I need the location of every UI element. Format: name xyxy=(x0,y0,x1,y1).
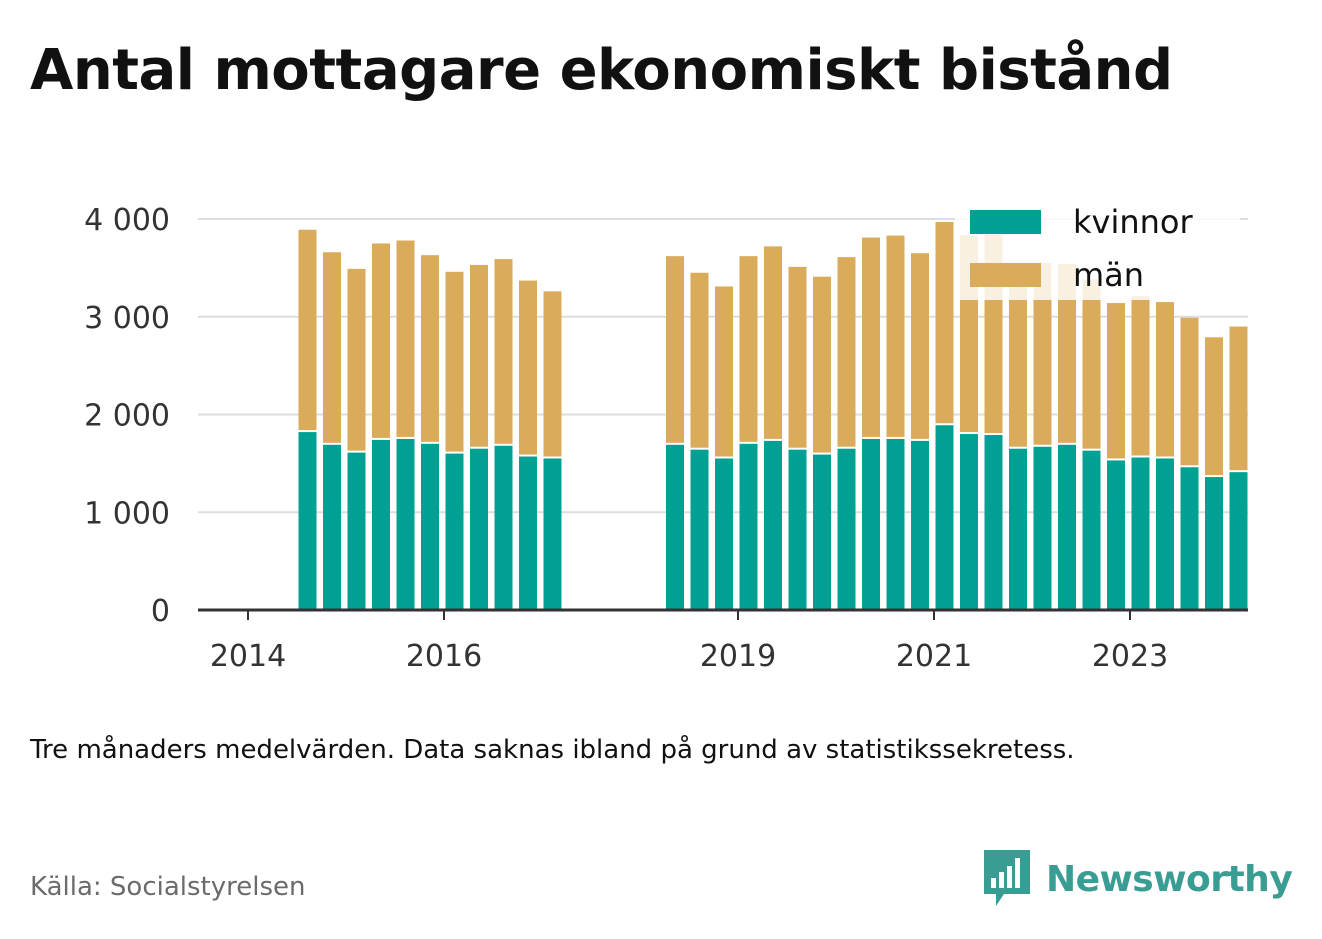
bar-kvinnor xyxy=(421,443,439,610)
bar-kvinnor xyxy=(1033,446,1052,610)
bar-man xyxy=(323,252,341,443)
bar-man xyxy=(788,266,807,448)
bar-man xyxy=(813,276,831,453)
chart-title: Antal mottagare ekonomiskt bistånd xyxy=(30,38,1173,103)
legend-swatch xyxy=(970,210,1041,234)
bar-man xyxy=(911,253,929,439)
bar-man xyxy=(1107,303,1125,459)
bar-man xyxy=(470,264,488,447)
bar-man xyxy=(543,291,562,457)
brand-name: Newsworthy xyxy=(1046,858,1293,900)
bar-man xyxy=(715,286,733,457)
bar-man xyxy=(1033,262,1052,445)
bar-kvinnor xyxy=(298,432,317,610)
bar-kvinnor xyxy=(739,443,758,610)
newsworthy-logo: Newsworthy xyxy=(982,848,1293,910)
y-tick-label: 1 000 xyxy=(84,496,170,531)
bar-kvinnor xyxy=(837,448,856,610)
bar-man xyxy=(298,229,317,431)
bar-kvinnor xyxy=(543,458,562,610)
bar-kvinnor xyxy=(1229,472,1248,610)
bar-kvinnor xyxy=(347,452,366,610)
x-axis-ticks: 2014 2016 2019 2021 2023 xyxy=(210,610,1168,674)
bar-kvinnor xyxy=(935,425,954,610)
chart-note: Tre månaders medelvärden. Data saknas ib… xyxy=(30,735,1075,765)
x-tick-label: 2021 xyxy=(896,639,972,674)
bar-man xyxy=(886,235,905,437)
bar-man xyxy=(1205,337,1223,476)
bar-kvinnor xyxy=(494,445,513,610)
y-axis-ticks: 0 1 000 2 000 3 000 4 000 xyxy=(84,203,170,629)
legend: kvinnor män xyxy=(955,195,1240,300)
y-tick-label: 0 xyxy=(151,594,170,629)
y-tick-label: 4 000 xyxy=(84,203,170,238)
bar-kvinnor xyxy=(1156,458,1174,610)
bar-kvinnor xyxy=(715,458,733,610)
bar-man xyxy=(666,256,684,443)
bar-man xyxy=(837,257,856,447)
bar-kvinnor xyxy=(862,438,880,610)
bar-man xyxy=(1229,326,1248,471)
bar-kvinnor xyxy=(1082,450,1101,610)
bar-kvinnor xyxy=(445,453,464,610)
bar-kvinnor xyxy=(372,439,390,610)
bar-man xyxy=(445,271,464,452)
bar-kvinnor xyxy=(470,448,488,610)
bar-man xyxy=(764,246,782,439)
bar-chart-speech-bubble-icon xyxy=(982,848,1032,910)
bar-kvinnor xyxy=(396,438,415,610)
legend-label: kvinnor xyxy=(1073,203,1194,241)
source-credit: Källa: Socialstyrelsen xyxy=(30,872,306,902)
bar-kvinnor xyxy=(960,434,978,610)
bar-man xyxy=(396,240,415,437)
bar-man xyxy=(372,243,390,438)
bar-man xyxy=(862,237,880,437)
bar-kvinnor xyxy=(1107,460,1125,610)
bar-kvinnor xyxy=(519,456,537,610)
bar-kvinnor xyxy=(1131,457,1150,610)
bar-man xyxy=(690,272,709,448)
bar-kvinnor xyxy=(813,454,831,610)
x-tick-label: 2019 xyxy=(700,639,776,674)
bar-man xyxy=(739,256,758,442)
bar-man xyxy=(347,268,366,451)
bar-kvinnor xyxy=(1205,477,1223,610)
bar-kvinnor xyxy=(690,449,709,610)
x-tick-label: 2014 xyxy=(210,639,286,674)
x-tick-label: 2016 xyxy=(406,639,482,674)
bar-kvinnor xyxy=(764,440,782,610)
bar-man xyxy=(1156,302,1174,457)
bar-man xyxy=(1009,264,1027,447)
bar-man xyxy=(1058,263,1076,443)
bar-kvinnor xyxy=(1180,467,1199,610)
bar-man xyxy=(421,255,439,442)
bar-kvinnor xyxy=(1009,448,1027,610)
x-tick-label: 2023 xyxy=(1092,639,1168,674)
bar-man xyxy=(519,280,537,455)
bar-man xyxy=(1082,279,1101,449)
bar-man xyxy=(494,259,513,444)
bar-kvinnor xyxy=(911,440,929,610)
bar-kvinnor xyxy=(984,435,1003,610)
legend-label: män xyxy=(1073,256,1144,294)
bar-kvinnor xyxy=(886,438,905,610)
bar-man xyxy=(1131,296,1150,456)
legend-swatch xyxy=(970,263,1041,287)
bars xyxy=(298,221,1248,610)
bar-kvinnor xyxy=(1058,444,1076,610)
y-tick-label: 2 000 xyxy=(84,399,170,434)
y-tick-label: 3 000 xyxy=(84,301,170,336)
bar-man xyxy=(935,221,954,424)
bar-kvinnor xyxy=(666,444,684,610)
bar-kvinnor xyxy=(323,444,341,610)
bar-man xyxy=(1180,317,1199,466)
bar-kvinnor xyxy=(788,449,807,610)
